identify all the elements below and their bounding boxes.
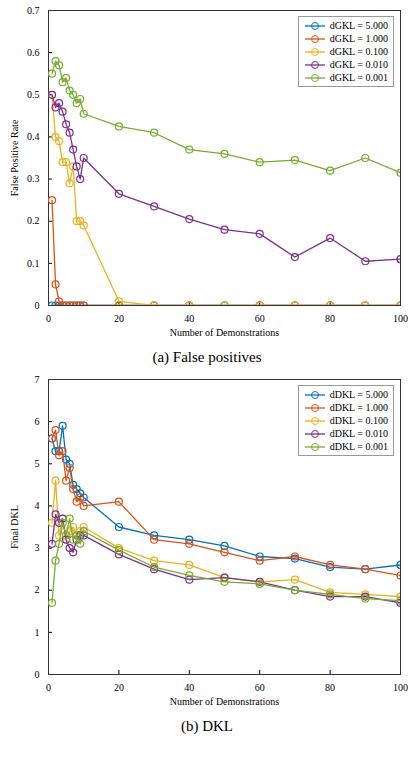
html-text:dGKL = 5.000: dGKL = 5.000 (329, 20, 388, 31)
html-text:dDKL = 0.001: dDKL = 0.001 (329, 441, 388, 452)
svg-text:Final DKL: Final DKL (9, 505, 20, 549)
svg-text:0.2: 0.2 (27, 215, 40, 226)
svg-text:40: 40 (184, 313, 194, 324)
html-text:(b) DKL: (b) DKL (181, 718, 233, 734)
html-text:(a) False positives: (a) False positives (152, 349, 262, 365)
svg-text:3: 3 (35, 542, 40, 553)
svg-text:40: 40 (184, 682, 194, 693)
svg-text:0.6: 0.6 (27, 47, 40, 58)
svg-text:80: 80 (325, 682, 335, 693)
html-text:dDKL = 1.000: dDKL = 1.000 (329, 402, 388, 413)
svg-text:0.7: 0.7 (27, 5, 40, 16)
svg-text:7: 7 (35, 374, 40, 385)
svg-text:100: 100 (393, 313, 408, 324)
html-text:dGKL = 0.001: dGKL = 0.001 (329, 72, 388, 83)
svg-text:0: 0 (35, 300, 40, 311)
svg-text:2: 2 (35, 584, 40, 595)
svg-text:80: 80 (325, 313, 335, 324)
html-text:dDKL = 0.010: dDKL = 0.010 (329, 428, 388, 439)
svg-text:0.3: 0.3 (27, 173, 40, 184)
svg-text:Number of Demonstrations: Number of Demonstrations (170, 696, 280, 707)
html-text:dGKL = 0.100: dGKL = 0.100 (329, 46, 388, 57)
svg-text:100: 100 (393, 682, 408, 693)
svg-text:20: 20 (114, 682, 124, 693)
svg-text:20: 20 (114, 313, 124, 324)
svg-text:6: 6 (35, 416, 40, 427)
html-text:dGKL = 1.000: dGKL = 1.000 (329, 33, 388, 44)
svg-text:0.1: 0.1 (27, 258, 40, 269)
svg-text:0: 0 (35, 669, 40, 680)
svg-text:4: 4 (35, 500, 40, 511)
svg-text:5: 5 (35, 458, 40, 469)
html-text:dDKL = 5.000: dDKL = 5.000 (329, 389, 388, 400)
svg-text:False Positive Rate: False Positive Rate (9, 119, 20, 196)
svg-text:0: 0 (46, 313, 51, 324)
svg-text:0: 0 (46, 682, 51, 693)
svg-text:60: 60 (255, 313, 265, 324)
svg-text:1: 1 (35, 627, 40, 638)
svg-text:Number of Demonstrations: Number of Demonstrations (170, 327, 280, 338)
html-text:dGKL = 0.010: dGKL = 0.010 (329, 59, 388, 70)
svg-text:0.4: 0.4 (27, 131, 40, 142)
svg-text:60: 60 (255, 682, 265, 693)
html-text:dDKL = 0.100: dDKL = 0.100 (329, 415, 388, 426)
svg-text:0.5: 0.5 (27, 89, 40, 100)
